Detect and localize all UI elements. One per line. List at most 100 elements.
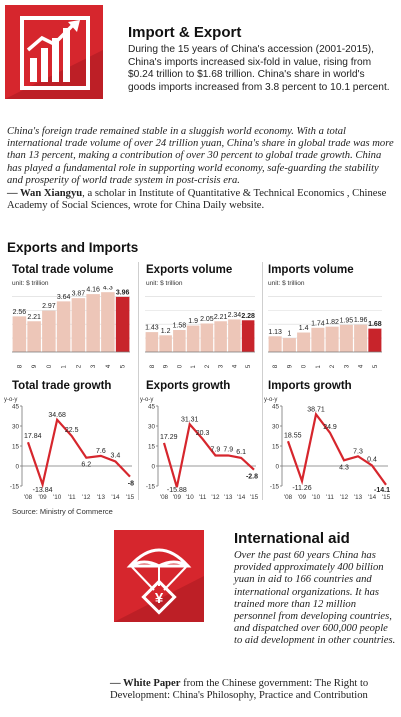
y-tick-label: 0 bbox=[15, 464, 19, 471]
bar bbox=[282, 338, 296, 352]
tick-label: '14 bbox=[358, 364, 365, 368]
y-tick-label: 15 bbox=[12, 444, 20, 451]
tick-label: '15 bbox=[245, 364, 252, 368]
data-label: 1.9 bbox=[188, 318, 198, 325]
bar bbox=[186, 325, 200, 352]
data-label: 6.1 bbox=[236, 449, 246, 456]
data-label: 2.21 bbox=[214, 314, 228, 321]
tick-label: '15 bbox=[120, 364, 127, 368]
y-tick-label: 30 bbox=[12, 424, 20, 431]
y-axis-label: y-o-y bbox=[4, 397, 17, 403]
data-label: 1.2 bbox=[161, 328, 171, 335]
chart-title-total-volume: Total trade volume bbox=[12, 264, 114, 276]
bar bbox=[214, 321, 227, 352]
bar bbox=[354, 324, 368, 352]
bar bbox=[297, 332, 311, 352]
data-label: 3.87 bbox=[72, 291, 86, 298]
data-label: 1.4 bbox=[299, 325, 309, 332]
data-label: 1.74 bbox=[311, 320, 325, 327]
x-tick-label: '09 bbox=[173, 494, 182, 501]
bar bbox=[56, 301, 71, 352]
imports-growth-chart: y-o-y45 30 15 0 -15 '08 18.55 '09 -11.26'10 38.71… bbox=[264, 397, 391, 501]
data-label: 2.28 bbox=[241, 313, 255, 320]
data-label: 2.21 bbox=[27, 314, 41, 321]
total-trade-volume-chart: 2.56 '08 2.21 '09 2.97 '10 3.64 '11 3.87 '12 4.16 '… bbox=[12, 286, 130, 368]
tick-label: '11 bbox=[61, 365, 68, 368]
x-tick-label: '13 bbox=[97, 494, 106, 501]
data-label: 22.5 bbox=[65, 427, 79, 434]
x-tick-label: '12 bbox=[340, 494, 349, 501]
x-tick-label: '09 bbox=[298, 494, 307, 501]
data-label: 2.05 bbox=[200, 316, 214, 323]
data-label: 1.95 bbox=[340, 317, 354, 324]
data-label: 2.34 bbox=[228, 312, 242, 319]
quote-author-desc: , a scholar in Institute of Quantitative… bbox=[7, 188, 387, 212]
y-tick-label: -15 bbox=[146, 484, 156, 491]
data-label: 20.3 bbox=[196, 430, 210, 437]
quote-attribution: — Wan Xiangyu, a scholar in Institute of… bbox=[7, 188, 395, 212]
x-tick-label: '15 bbox=[126, 494, 135, 501]
chart-title-exports-growth: Exports growth bbox=[146, 380, 231, 392]
y-tick-label: 45 bbox=[148, 404, 156, 411]
series-line bbox=[162, 421, 255, 488]
import-export-body: During the 15 years of China's accession… bbox=[128, 44, 390, 93]
svg-text:¥: ¥ bbox=[155, 590, 164, 607]
tick-label: '11 bbox=[315, 365, 322, 368]
y-tick-label: 0 bbox=[275, 464, 279, 471]
data-label: -2.8 bbox=[246, 474, 258, 481]
tick-label: '09 bbox=[163, 364, 170, 368]
chart-unit-exports-volume: unit: $ trillion bbox=[146, 280, 183, 287]
tick-label: '10 bbox=[46, 364, 53, 368]
tick-label: '13 bbox=[218, 364, 225, 368]
tick-label: '12 bbox=[75, 364, 82, 368]
data-label: 3.4 bbox=[111, 452, 121, 459]
data-label: 31.31 bbox=[181, 416, 199, 423]
data-label: 1 bbox=[287, 331, 291, 338]
chart-unit-imports-volume: unit: $ trillion bbox=[268, 280, 305, 287]
data-label: 1.58 bbox=[173, 323, 187, 330]
aid-author: — White Paper bbox=[110, 678, 181, 689]
exports-growth-chart: y-o-y45 30 15 0 -15 '08 17.29 '09-15.88'10 31.31… bbox=[140, 397, 259, 501]
data-label: -11.26 bbox=[292, 485, 311, 492]
tick-label: '10 bbox=[176, 364, 183, 368]
data-label: 1.96 bbox=[354, 317, 368, 324]
tick-label: '12 bbox=[204, 364, 211, 368]
x-tick-label: '14 bbox=[111, 494, 120, 501]
tick-label: '14 bbox=[105, 364, 112, 368]
data-label: 3.64 bbox=[57, 294, 71, 301]
x-tick-label: '14 bbox=[237, 494, 246, 501]
y-axis-label: y-o-y bbox=[264, 397, 277, 403]
bar bbox=[159, 335, 172, 352]
data-label: 1.13 bbox=[268, 329, 282, 336]
quote-author: — Wan Xiangyu bbox=[7, 188, 83, 199]
import-export-icon bbox=[0, 0, 110, 102]
bar bbox=[42, 310, 56, 352]
data-label: 0.4 bbox=[367, 456, 377, 463]
data-label: -13.84 bbox=[33, 487, 53, 494]
x-tick-label: '11 bbox=[68, 494, 76, 501]
bar bbox=[268, 336, 282, 352]
x-tick-label: '08 bbox=[284, 494, 293, 501]
bar bbox=[339, 324, 353, 352]
chart-title-imports-growth: Imports growth bbox=[268, 380, 352, 392]
data-label: 4.3 bbox=[339, 464, 349, 471]
x-tick-label: '08 bbox=[24, 494, 33, 501]
aid-parachute-icon: ¥ bbox=[112, 528, 206, 624]
x-tick-label: '15 bbox=[382, 494, 391, 501]
data-label: 7.9 bbox=[223, 446, 233, 453]
tick-label: '15 bbox=[372, 364, 379, 368]
data-label: 18.55 bbox=[284, 432, 302, 439]
tick-label: '10 bbox=[301, 364, 308, 368]
data-label: 34.68 bbox=[48, 412, 66, 419]
quote-text: China's foreign trade remained stable in… bbox=[7, 126, 394, 186]
column-divider bbox=[138, 262, 139, 500]
aid-body: Over the past 60 years China has provide… bbox=[234, 550, 396, 647]
column-divider bbox=[262, 262, 263, 500]
data-label: 1.43 bbox=[145, 325, 159, 332]
tick-label: '09 bbox=[286, 364, 293, 368]
section-title: Exports and Imports bbox=[7, 240, 139, 255]
x-tick-label: '12 bbox=[211, 494, 220, 501]
chart-title-imports-volume: Imports volume bbox=[268, 264, 354, 276]
bar bbox=[368, 328, 382, 352]
x-tick-label: '10 bbox=[186, 494, 195, 501]
